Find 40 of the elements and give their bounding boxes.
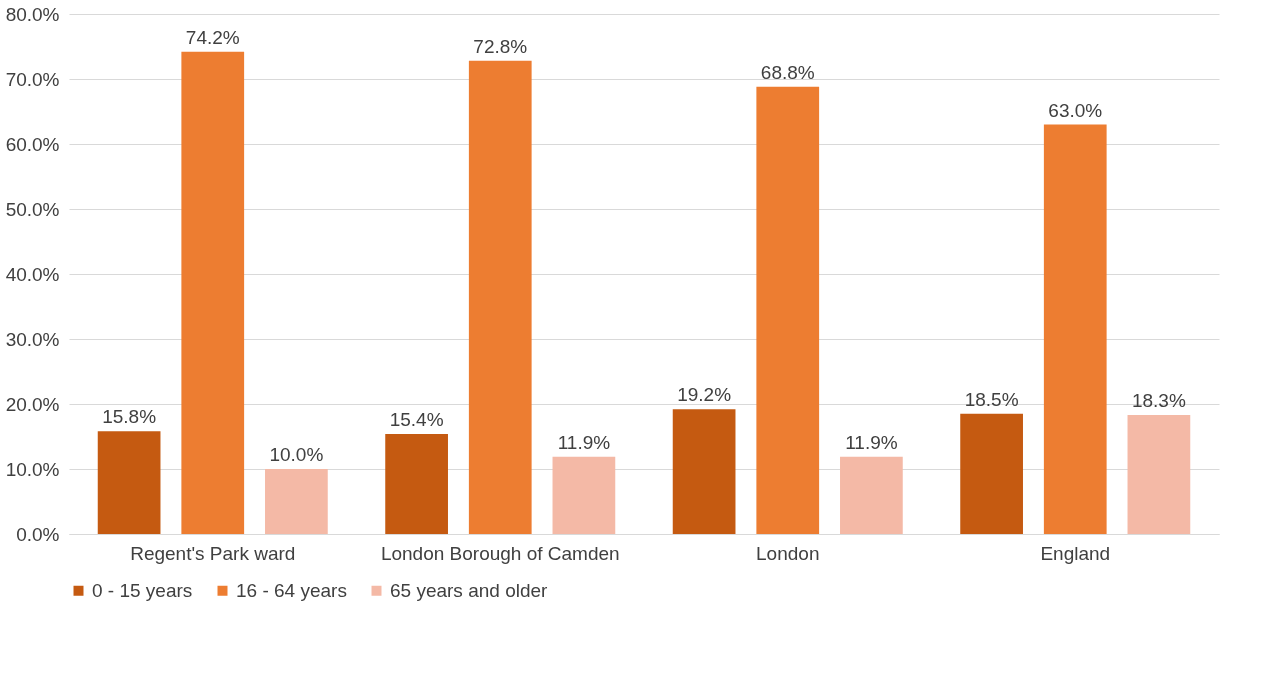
bar (265, 469, 328, 534)
data-label: 11.9% (845, 431, 898, 453)
x-tick-label: London Borough of Camden (380, 542, 620, 564)
bar (552, 456, 616, 534)
y-tick-label: 70.0% (5, 68, 60, 90)
legend-label: 0 - 15 years (92, 579, 193, 601)
y-tick-label: 50.0% (5, 198, 60, 220)
data-label: 10.0% (269, 444, 324, 465)
data-label: 18.5% (964, 388, 1019, 410)
data-label: 18.3% (1131, 390, 1186, 412)
data-label: 74.2% (185, 26, 240, 48)
data-label: 68.8% (760, 61, 815, 83)
y-tick-label: 20.0% (5, 393, 60, 415)
data-label: 63.0% (1048, 99, 1103, 121)
bar (840, 456, 903, 534)
data-label: 15.4% (389, 408, 444, 430)
bar (960, 413, 1023, 534)
data-label: 11.9% (557, 431, 611, 453)
data-label: 19.2% (677, 384, 732, 406)
bar (97, 431, 161, 534)
data-label: 72.8% (473, 35, 528, 57)
y-tick-label: 10.0% (5, 458, 60, 480)
y-tick-label: 60.0% (5, 133, 60, 155)
bar (181, 51, 245, 534)
y-tick-label: 40.0% (5, 263, 60, 285)
x-tick-label: England (1040, 542, 1111, 564)
legend-label: 16 - 64 years (236, 579, 347, 601)
x-tick-label: London (756, 542, 820, 564)
bar (468, 60, 532, 534)
legend-label: 65 years and older (390, 579, 549, 601)
bar (1043, 124, 1107, 534)
bar (672, 409, 736, 534)
y-tick-label: 0.0% (16, 523, 60, 545)
x-tick-label: Regent's Park ward (130, 542, 296, 564)
bar (1127, 415, 1191, 534)
bar (385, 433, 448, 534)
data-label: 15.8% (102, 406, 157, 428)
y-tick-label: 80.0% (5, 3, 60, 25)
y-tick-label: 30.0% (5, 328, 60, 350)
bar (756, 86, 820, 534)
